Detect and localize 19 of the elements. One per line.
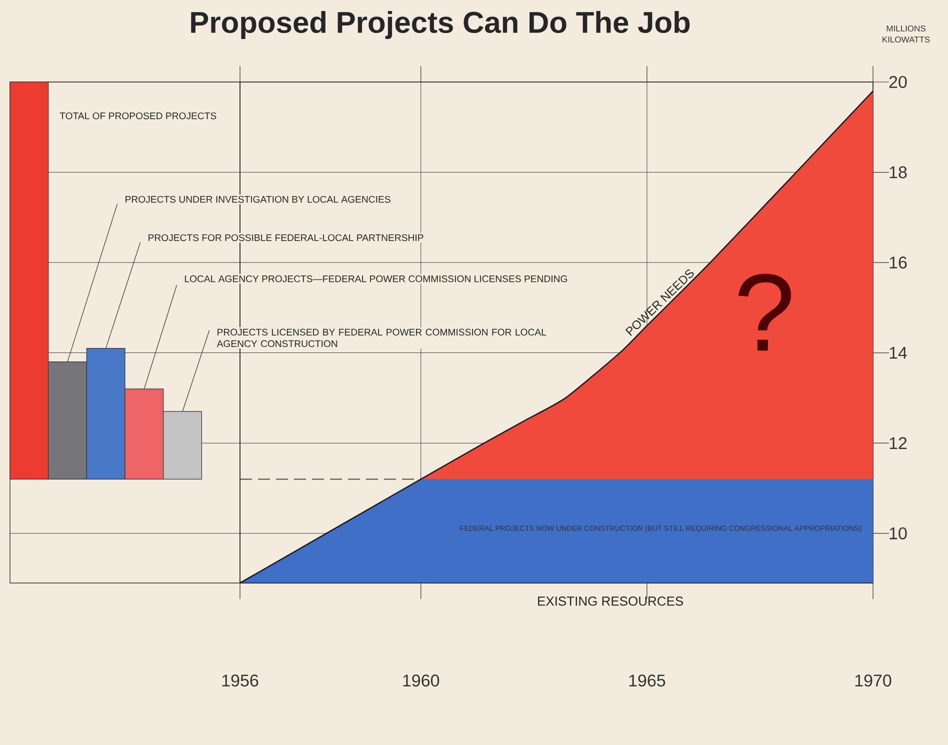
y-tick-label: 12 — [890, 437, 907, 450]
x-tick-label: 1956 — [222, 674, 258, 687]
x-tick-label: 1960 — [403, 674, 440, 687]
chart-title: Proposed Projects Can Do The Job — [191, 11, 690, 39]
y-tick-label: 20 — [889, 76, 907, 88]
annotation: PROJECTS LICENSED BY FEDERAL POWER COMMISSION FOR LOCAL AGENCY CONSTRUCTION — [216, 328, 546, 348]
annotation: TOTAL OF PROPOSED PROJECTS — [60, 112, 216, 120]
y-tick-label: 14 — [890, 346, 907, 359]
x-tick-label: 1970 — [855, 674, 892, 687]
annotation: LOCAL AGENCY PROJECTS—FEDERAL POWER COMMISSION LICENSES PENDING — [184, 275, 567, 282]
y-axis-title: MILLIONS KILOWATTS — [882, 25, 930, 42]
x-tick-label: 1965 — [629, 674, 666, 687]
y-tick-label: 16 — [890, 256, 907, 269]
annotation: ? — [738, 274, 792, 351]
annotation: PROJECTS FOR POSSIBLE FEDERAL-LOCAL PARTNERSHIP — [148, 234, 424, 242]
annotation: PROJECTS UNDER INVESTIGATION BY LOCAL AGENCIES — [126, 196, 390, 203]
y-tick-label: 10 — [890, 527, 907, 540]
y-tick-label: 18 — [890, 166, 907, 178]
text: EXISTING RESOURCES — [538, 596, 684, 606]
